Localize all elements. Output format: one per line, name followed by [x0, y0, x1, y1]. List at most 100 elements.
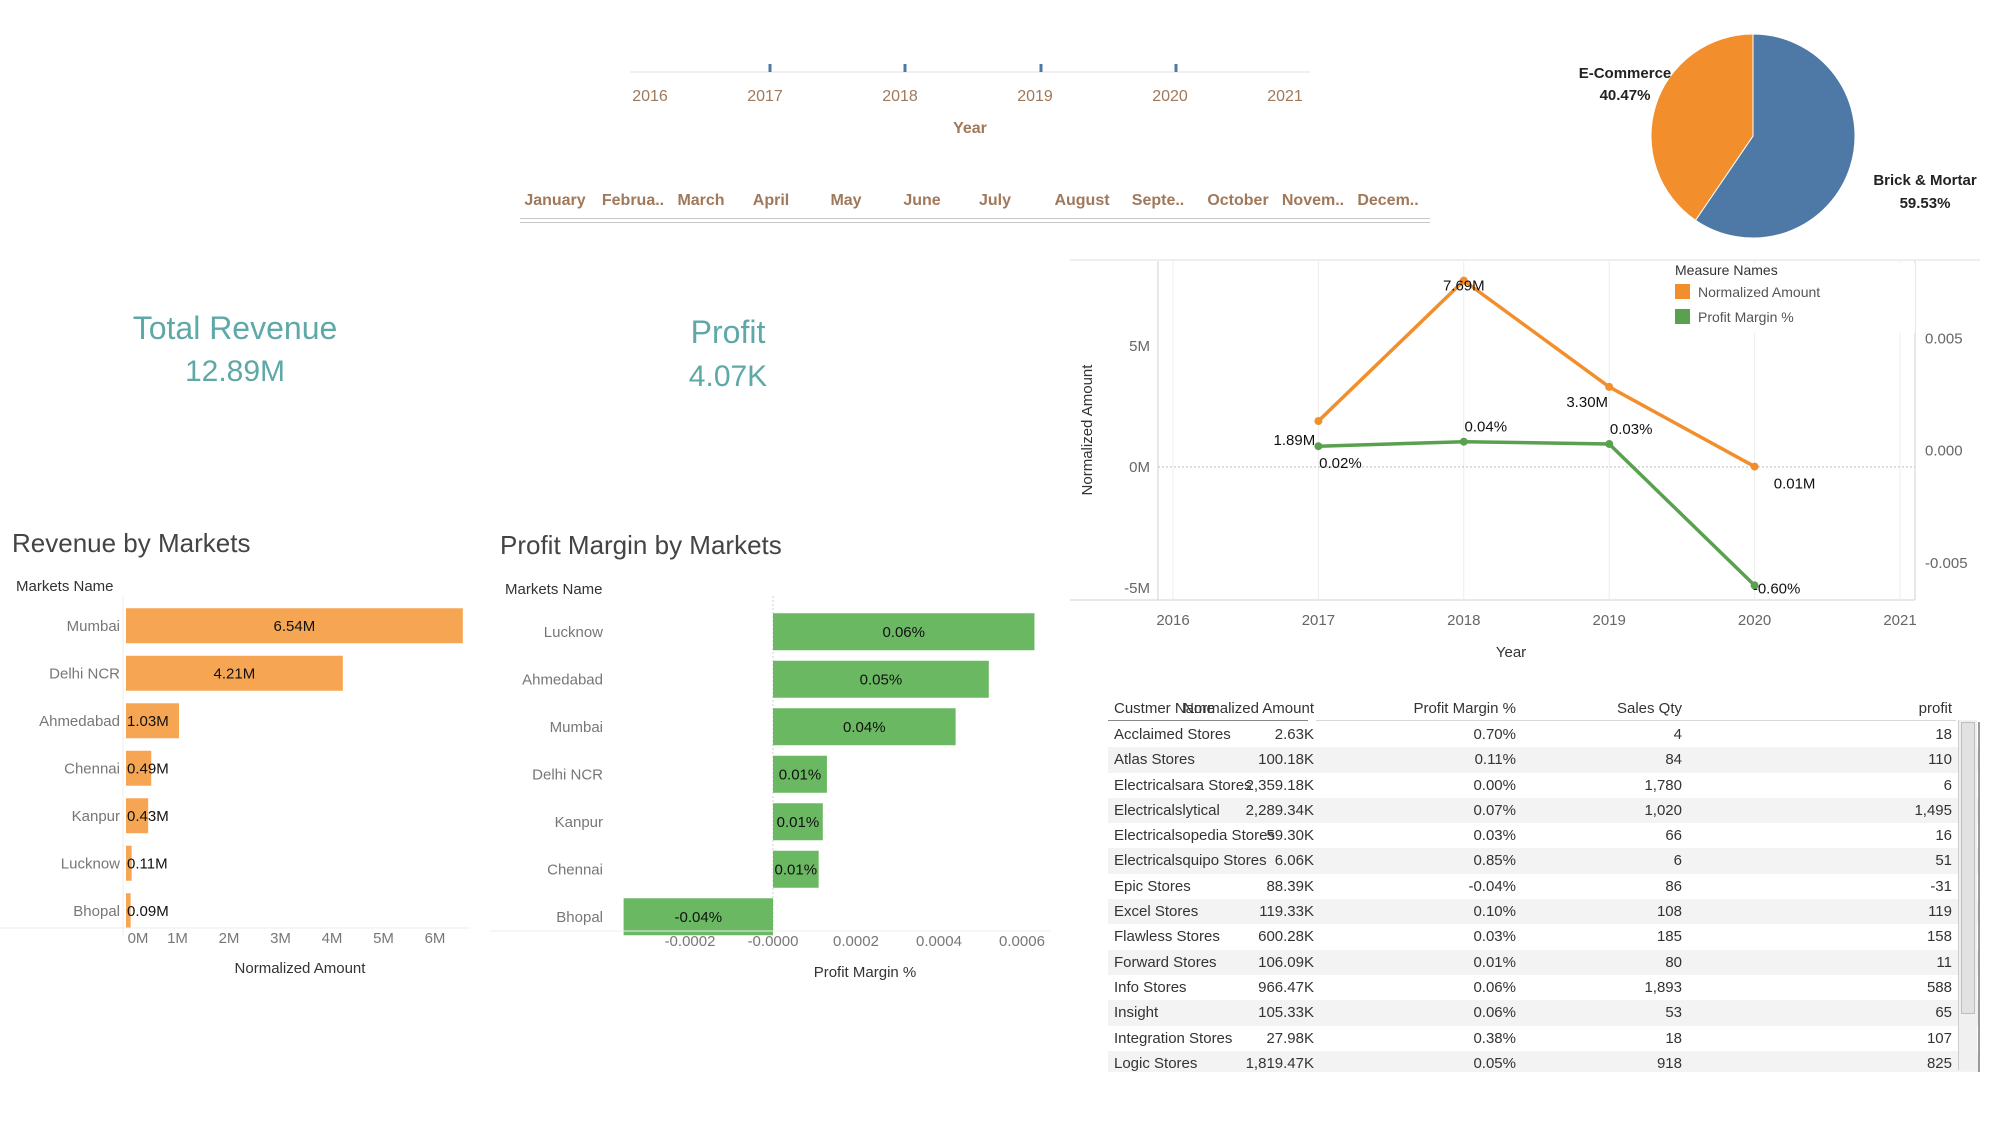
y2-tick-label: -0.005: [1925, 555, 1968, 572]
pie-label-ecommerce: E-Commerce: [1579, 65, 1672, 82]
month-option[interactable]: January: [524, 192, 586, 209]
legend-title: Measure Names: [1675, 262, 1778, 278]
bar[interactable]: [773, 755, 827, 793]
bar[interactable]: [773, 613, 1035, 651]
month-option[interactable]: May: [830, 192, 862, 209]
bar[interactable]: [126, 798, 149, 834]
cell-normalized-amount: 88.39K: [1266, 877, 1314, 895]
data-point[interactable]: [1750, 462, 1759, 471]
header-profit[interactable]: profit: [1918, 700, 1952, 717]
month-option[interactable]: August: [1054, 192, 1110, 209]
table-row[interactable]: Logic Stores 1,819.47K 0.05% 918 825: [1108, 1050, 1978, 1072]
month-option[interactable]: July: [978, 192, 1011, 209]
month-option[interactable]: March: [677, 192, 725, 209]
bar-value-label: 0.09M: [127, 903, 169, 920]
legend-item[interactable]: Normalized Amount: [1698, 284, 1820, 300]
table-row[interactable]: Electricalslytical 2,289.34K 0.07% 1,020 1,4…: [1108, 797, 1978, 824]
customer-table: Acclaimed Stores 2.63K 0.70% 4 18 Atlas Store…: [1108, 722, 1980, 1072]
header-profit-margin[interactable]: Profit Margin %: [1413, 700, 1516, 717]
year-option[interactable]: 2017: [747, 88, 783, 105]
cell-profit-margin: 0.11%: [1474, 751, 1516, 769]
table-row[interactable]: Electricalsopedia Stores 59.30K 0.03% 66 16: [1108, 823, 1978, 848]
cell-sales-qty: 86: [1665, 877, 1682, 895]
data-point[interactable]: [1314, 442, 1323, 451]
bar-value-label: 1.03M: [127, 713, 169, 730]
category-label: Lucknow: [61, 855, 120, 872]
year-option[interactable]: 2020: [1152, 88, 1188, 105]
year-option[interactable]: 2016: [632, 88, 668, 105]
header-customer-name[interactable]: Custmer Name: [1114, 700, 1215, 717]
cell-profit: 107: [1926, 1029, 1952, 1047]
cell-customer-name: Electricalsopedia Stores: [1114, 827, 1275, 845]
cell-customer-name: Insight: [1114, 1004, 1159, 1022]
table-row[interactable]: Excel Stores 119.33K 0.10% 108 119: [1108, 899, 1978, 925]
month-option[interactable]: Septe..: [1131, 192, 1185, 209]
bar[interactable]: [126, 893, 131, 929]
table-scrollbar-thumb[interactable]: [1961, 722, 1975, 1014]
profit-title: Profit: [690, 314, 766, 350]
bar[interactable]: [773, 660, 989, 698]
bar[interactable]: [773, 708, 956, 746]
header-normalized-amount[interactable]: Normalized Amount: [1183, 700, 1314, 717]
legend-swatch[interactable]: [1675, 284, 1690, 299]
month-option[interactable]: Novem..: [1281, 192, 1345, 209]
bar[interactable]: [126, 608, 463, 644]
table-row[interactable]: Acclaimed Stores 2.63K 0.70% 4 18: [1108, 722, 1978, 747]
table-row[interactable]: Electricalsquipo Stores 6.06K 0.85% 6 51: [1108, 848, 1978, 874]
series-line-profit-margin[interactable]: [1318, 439, 1756, 587]
table-row[interactable]: Atlas Stores 100.18K 0.11% 84 110: [1108, 747, 1978, 773]
month-option[interactable]: April: [752, 192, 790, 209]
data-point[interactable]: [1605, 382, 1614, 391]
year-option[interactable]: 2019: [1017, 88, 1053, 105]
bar[interactable]: [126, 655, 343, 691]
series-line-normalized-amount[interactable]: [1317, 278, 1756, 469]
pie-slice-brick-mortar[interactable]: [1694, 33, 1856, 239]
bar[interactable]: [126, 703, 180, 739]
bar-value-label: 0.06%: [882, 624, 925, 641]
table-row[interactable]: Info Stores 966.47K 0.06% 1,893 588: [1108, 975, 1978, 1000]
revenue-markets-header: Markets Name: [16, 578, 114, 595]
month-option[interactable]: Decem..: [1357, 192, 1419, 209]
cell-normalized-amount: 2,289.34K: [1245, 801, 1314, 819]
table-row[interactable]: Flawless Stores 600.28K 0.03% 185 158: [1108, 924, 1978, 949]
yearly-trend-line-chart: 2016 2017 2018 2019 2020 2021 5M 0M -5M 0.005 0.00…: [1070, 259, 1980, 661]
data-point[interactable]: [1459, 437, 1468, 446]
x-tick-label: 2017: [1302, 612, 1335, 629]
data-label: 0.03%: [1610, 421, 1653, 438]
year-option[interactable]: 2018: [882, 88, 918, 105]
cell-normalized-amount: 119.33K: [1259, 903, 1314, 921]
x-axis-title: Profit Margin %: [814, 964, 917, 981]
cell-sales-qty: 1,020: [1644, 801, 1682, 819]
cell-normalized-amount: 600.28K: [1258, 928, 1314, 946]
bar-value-label: 0.43M: [127, 808, 169, 825]
month-option[interactable]: June: [903, 192, 941, 209]
legend-swatch[interactable]: [1675, 309, 1690, 324]
legend-item[interactable]: Profit Margin %: [1698, 309, 1794, 325]
table-row[interactable]: Integration Stores 27.98K 0.38% 18 107: [1108, 1026, 1978, 1051]
table-row[interactable]: Insight 105.33K 0.06% 53 65: [1108, 1000, 1978, 1026]
bar[interactable]: [623, 898, 773, 936]
header-sales-qty[interactable]: Sales Qty: [1616, 700, 1682, 717]
bar[interactable]: [126, 845, 132, 881]
bar[interactable]: [126, 750, 152, 786]
pie-slice-e-commerce[interactable]: [1650, 33, 1754, 221]
table-row[interactable]: Epic Stores 88.39K -0.04% 86 -31: [1108, 874, 1978, 899]
table-row[interactable]: Forward Stores 106.09K 0.01% 80 11: [1108, 949, 1978, 975]
table-row[interactable]: Electricalsara Stores 2,359.18K 0.00% 1,780…: [1108, 773, 1978, 798]
bar-value-label: 0.01%: [779, 766, 822, 783]
month-option[interactable]: Februa..: [601, 192, 665, 209]
profit-markets-header: Markets Name: [505, 581, 603, 598]
x-tick-label: -0.0002: [665, 933, 716, 950]
cell-customer-name: Forward Stores: [1114, 953, 1217, 971]
data-point[interactable]: [1605, 439, 1614, 448]
cell-customer-name: Logic Stores: [1114, 1054, 1198, 1072]
year-option[interactable]: 2021: [1267, 88, 1303, 105]
data-point[interactable]: [1314, 417, 1323, 426]
bar[interactable]: [773, 803, 823, 841]
year-filter-label: Year: [953, 120, 987, 137]
cell-normalized-amount: 105.33K: [1258, 1004, 1314, 1022]
data-point[interactable]: [1459, 276, 1468, 285]
month-option[interactable]: October: [1207, 192, 1269, 209]
data-point[interactable]: [1750, 581, 1759, 590]
bar[interactable]: [773, 850, 819, 888]
